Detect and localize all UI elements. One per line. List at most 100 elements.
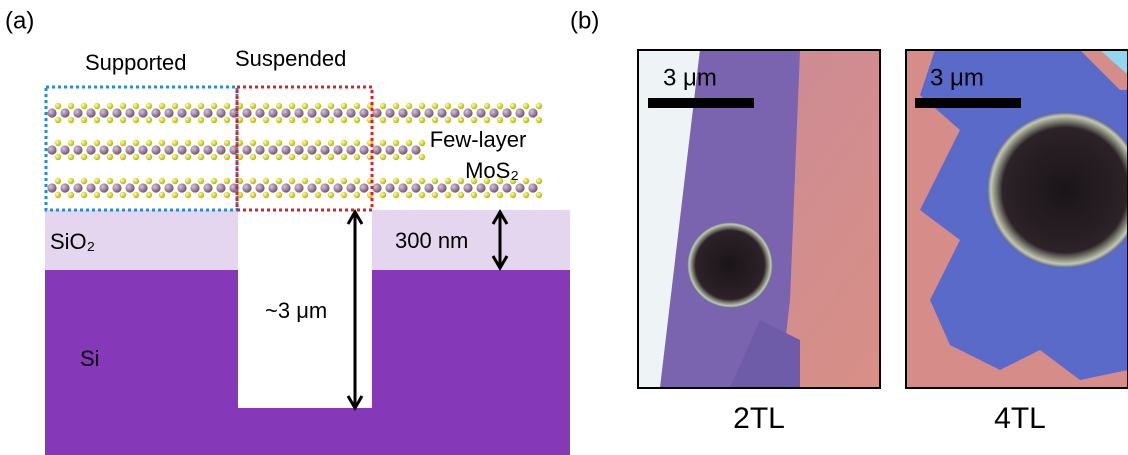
atom <box>411 108 420 117</box>
atom <box>372 108 381 117</box>
atom <box>276 103 282 109</box>
atom <box>224 140 230 146</box>
atom <box>502 108 511 117</box>
atom <box>68 103 74 109</box>
atom <box>159 192 165 198</box>
atom <box>216 145 225 154</box>
atom <box>185 154 191 160</box>
atom <box>419 192 425 198</box>
atom <box>242 145 251 154</box>
atom <box>341 178 347 184</box>
atom <box>47 108 56 117</box>
atom <box>107 103 113 109</box>
atom <box>263 192 269 198</box>
atom <box>528 108 537 117</box>
atom <box>315 192 321 198</box>
atom <box>250 178 256 184</box>
atom <box>489 108 498 117</box>
atom <box>445 192 451 198</box>
atom <box>151 183 160 192</box>
atom <box>289 154 295 160</box>
atom <box>164 145 173 154</box>
atom <box>354 154 360 160</box>
atom <box>276 117 282 123</box>
atom <box>138 145 147 154</box>
atom <box>120 140 126 146</box>
atom <box>55 154 61 160</box>
atom <box>315 103 321 109</box>
image-caption: 2TL <box>733 402 785 435</box>
atom <box>289 117 295 123</box>
atom <box>133 117 139 123</box>
oxide-label: SiO₂ <box>50 229 95 254</box>
atom <box>393 192 399 198</box>
atom <box>354 178 360 184</box>
atom <box>172 117 178 123</box>
atom <box>224 117 230 123</box>
atom <box>320 145 329 154</box>
atom <box>198 154 204 160</box>
atom <box>523 103 529 109</box>
atom <box>484 103 490 109</box>
atom <box>372 145 381 154</box>
atom <box>224 103 230 109</box>
atom <box>471 192 477 198</box>
atom <box>346 145 355 154</box>
atom <box>502 183 511 192</box>
atom <box>341 140 347 146</box>
atom <box>515 183 524 192</box>
atom <box>528 183 537 192</box>
atom <box>419 117 425 123</box>
atom <box>484 117 490 123</box>
atom <box>411 183 420 192</box>
atom <box>190 183 199 192</box>
atom <box>112 183 121 192</box>
atom <box>138 183 147 192</box>
atom <box>359 145 368 154</box>
atom <box>515 108 524 117</box>
atom <box>133 192 139 198</box>
atom <box>185 192 191 198</box>
atom <box>432 103 438 109</box>
atom <box>242 108 251 117</box>
atom <box>268 183 277 192</box>
atom <box>198 178 204 184</box>
atom <box>536 103 542 109</box>
atom <box>281 108 290 117</box>
atom <box>471 117 477 123</box>
atom <box>458 192 464 198</box>
atom <box>398 145 407 154</box>
atom <box>354 117 360 123</box>
depth-label: ~3 μm <box>265 298 327 323</box>
atom <box>68 117 74 123</box>
atom <box>424 183 433 192</box>
atom <box>476 183 485 192</box>
atom <box>203 183 212 192</box>
atom <box>536 192 542 198</box>
atom <box>177 183 186 192</box>
atom <box>133 154 139 160</box>
atom <box>497 117 503 123</box>
atom <box>138 108 147 117</box>
atom <box>146 178 152 184</box>
atom <box>385 145 394 154</box>
atom <box>242 183 251 192</box>
atom <box>125 145 134 154</box>
atom <box>450 183 459 192</box>
atom <box>263 117 269 123</box>
atom <box>354 192 360 198</box>
atom <box>320 108 329 117</box>
image-caption: 4TL <box>994 402 1046 435</box>
atom <box>198 117 204 123</box>
scale-bar-label: 3 μm <box>930 64 984 91</box>
atom <box>458 178 464 184</box>
atom <box>307 183 316 192</box>
atom <box>263 154 269 160</box>
atom <box>133 178 139 184</box>
atom <box>333 108 342 117</box>
atom <box>125 183 134 192</box>
atom <box>398 108 407 117</box>
atom <box>484 192 490 198</box>
atom <box>320 183 329 192</box>
atom <box>419 154 425 160</box>
